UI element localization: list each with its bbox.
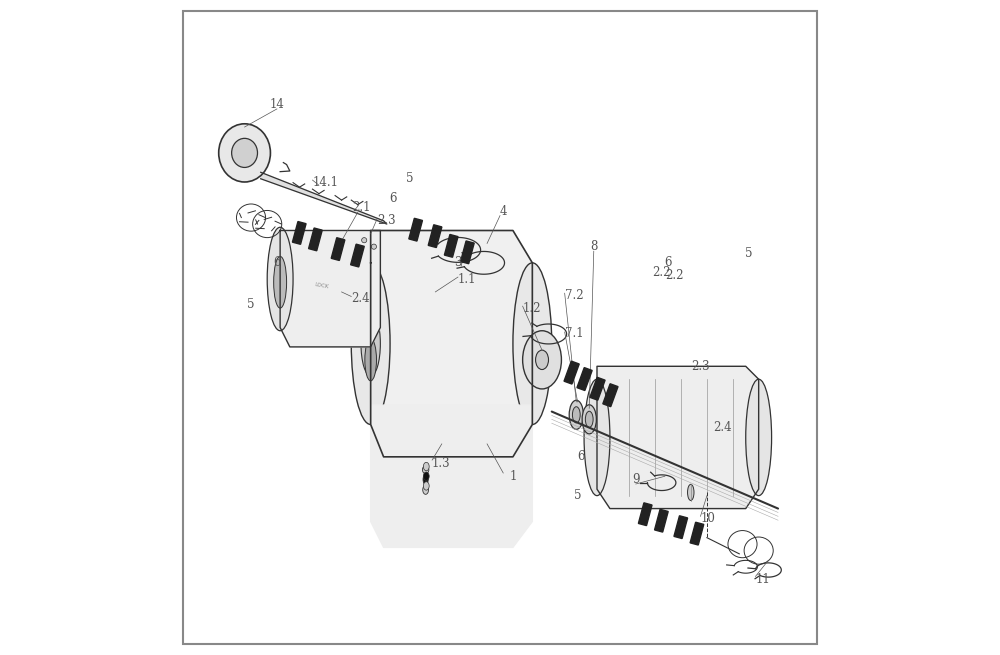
Ellipse shape [584, 379, 610, 496]
Text: LOCK: LOCK [315, 282, 330, 290]
Text: 1.1: 1.1 [458, 272, 476, 286]
Text: 2.4: 2.4 [713, 421, 732, 434]
Ellipse shape [572, 407, 580, 423]
Text: 5: 5 [745, 247, 753, 259]
Ellipse shape [582, 405, 596, 434]
Text: 2.2: 2.2 [652, 266, 670, 279]
Ellipse shape [423, 481, 429, 490]
Text: 11: 11 [755, 573, 770, 586]
Bar [292, 221, 306, 244]
Polygon shape [371, 405, 532, 548]
Polygon shape [280, 231, 380, 347]
Ellipse shape [362, 238, 367, 243]
Bar [309, 228, 322, 251]
Ellipse shape [513, 263, 552, 424]
Ellipse shape [267, 227, 293, 331]
Ellipse shape [585, 411, 593, 428]
Bar [674, 515, 688, 538]
Text: 1.2: 1.2 [523, 301, 541, 314]
Text: 10: 10 [700, 512, 715, 525]
Ellipse shape [232, 138, 258, 168]
Text: 2.3: 2.3 [377, 214, 396, 227]
Bar [577, 367, 592, 390]
Text: 1.3: 1.3 [432, 457, 451, 470]
Ellipse shape [365, 339, 376, 381]
Bar [603, 384, 618, 407]
Ellipse shape [219, 124, 270, 182]
Text: 6: 6 [577, 451, 585, 463]
Text: 4: 4 [499, 204, 507, 217]
Text: 2.3: 2.3 [691, 360, 709, 373]
Polygon shape [261, 172, 387, 224]
Text: 5: 5 [574, 489, 581, 502]
Ellipse shape [523, 331, 561, 389]
Ellipse shape [423, 474, 428, 485]
Text: 6: 6 [664, 256, 672, 269]
Text: 6: 6 [390, 192, 397, 204]
Bar [690, 522, 704, 545]
Ellipse shape [423, 462, 429, 471]
Ellipse shape [423, 472, 429, 480]
Polygon shape [371, 231, 532, 457]
Ellipse shape [423, 485, 429, 495]
Text: 9: 9 [632, 473, 640, 486]
Ellipse shape [422, 466, 429, 474]
Bar [428, 225, 442, 248]
Bar [444, 234, 458, 257]
Polygon shape [597, 366, 759, 508]
Text: 8: 8 [590, 240, 597, 253]
Text: 14.1: 14.1 [312, 176, 338, 189]
Text: 5: 5 [406, 172, 413, 185]
Ellipse shape [746, 379, 772, 496]
Text: 5: 5 [247, 299, 255, 311]
Ellipse shape [536, 350, 548, 369]
Text: 2.1: 2.1 [352, 201, 370, 214]
Text: 7.1: 7.1 [565, 328, 583, 341]
Ellipse shape [688, 484, 694, 500]
Bar [590, 377, 605, 400]
Text: 2.4: 2.4 [351, 292, 370, 305]
Ellipse shape [274, 256, 287, 308]
Bar [351, 244, 364, 267]
Ellipse shape [361, 311, 380, 376]
Text: 2.2: 2.2 [665, 269, 683, 282]
Text: 3: 3 [454, 256, 462, 269]
Text: 7.2: 7.2 [565, 289, 583, 302]
Bar [409, 218, 422, 241]
Ellipse shape [351, 263, 390, 424]
Bar [655, 510, 668, 532]
Text: 6: 6 [273, 256, 281, 269]
Bar [564, 361, 579, 384]
Bar [461, 241, 474, 264]
Ellipse shape [569, 400, 583, 429]
Ellipse shape [371, 244, 376, 250]
Text: 1: 1 [510, 470, 517, 483]
Bar [638, 503, 652, 525]
Text: 14: 14 [269, 98, 284, 111]
Bar [331, 238, 345, 261]
